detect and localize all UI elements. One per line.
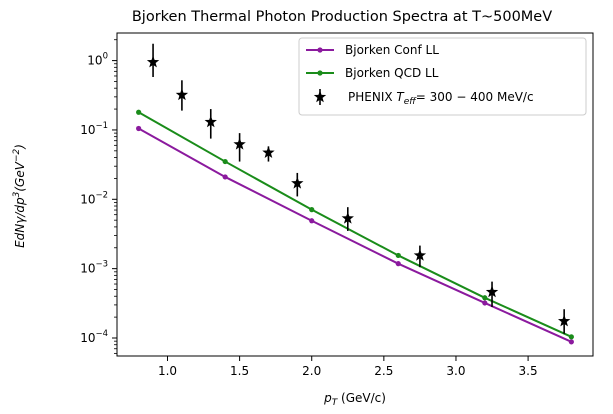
legend-label-phenix-name: PHENIX	[348, 90, 393, 104]
y-axis-label-pre: EdNγ/dp	[13, 197, 27, 248]
x-axis-label-main: p	[323, 391, 332, 405]
x-tick-label: 3.5	[519, 364, 538, 378]
data-point-star	[262, 146, 275, 158]
data-point-star	[204, 115, 217, 128]
legend-label-phenix-sub: eff	[404, 97, 418, 107]
legend-star	[313, 90, 327, 103]
series-line-1	[138, 111, 572, 338]
x-tick-label: 2.5	[374, 364, 393, 378]
data-point-star	[485, 285, 499, 298]
legend-marker-phenix	[313, 89, 327, 105]
legend-marker-conf	[317, 47, 323, 53]
legend-label-qcd: Bjorken QCD LL	[345, 66, 439, 80]
y-axis-label-mid: (GeV	[13, 161, 27, 191]
legend-label-phenix-rest: = 300 − 400 MeV/c	[416, 90, 534, 104]
x-axis-label-rest: (GeV/c)	[337, 391, 386, 405]
data-point-star	[175, 88, 189, 101]
y-axis-label: EdNγ/dp3(GeV−2)	[12, 144, 27, 248]
y-tick-label: 10−1	[80, 121, 108, 137]
x-tick-label: 1.5	[230, 364, 249, 378]
series-point-1	[136, 109, 142, 115]
y-axis-label-post: )	[13, 144, 27, 150]
x-tick-label: 2.0	[302, 364, 321, 378]
series-point-1	[482, 295, 488, 301]
data-point-star	[557, 314, 571, 327]
legend-label-phenix-t: T	[396, 90, 405, 104]
y-axis: 10−4 10−3 10−2 10−1 100	[80, 39, 117, 354]
series-point-1	[568, 334, 574, 340]
plot-frame	[116, 32, 594, 357]
chart-title: Bjorken Thermal Photon Production Spectr…	[132, 9, 552, 25]
series-point-0	[568, 339, 574, 345]
data-point-star	[291, 176, 304, 189]
data-point-star	[233, 137, 246, 150]
x-axis-label: pT (GeV/c)	[323, 391, 386, 408]
series-point-0	[395, 261, 401, 267]
y-tick-label: 10−3	[80, 260, 108, 276]
y-axis-label-sup2: −2	[12, 149, 22, 163]
legend: Bjorken Conf LL Bjorken QCD LL PHENIX Te…	[298, 37, 587, 116]
series-point-0	[482, 300, 488, 306]
data-point-star	[341, 211, 354, 224]
y-tick-label: 10−2	[80, 190, 108, 206]
series-point-0	[309, 218, 315, 224]
x-axis-label-sub: T	[332, 398, 339, 408]
legend-label-conf: Bjorken Conf LL	[345, 43, 439, 57]
data-point-star	[413, 248, 427, 261]
series-point-0	[136, 125, 142, 132]
y-axis-label-sup1: 3	[12, 191, 22, 197]
x-tick-label: 1.0	[158, 364, 177, 378]
legend-marker-qcd	[317, 70, 323, 76]
series-point-0	[222, 174, 228, 180]
series-point-1	[309, 207, 315, 213]
y-tick-label: 10−4	[80, 329, 108, 345]
legend-label-phenix: PHENIX Teff= 300 − 400 MeV/c	[348, 90, 534, 107]
series-point-1	[395, 252, 401, 259]
legend-box	[298, 37, 587, 116]
series-point-1	[222, 158, 228, 165]
plot-marks	[136, 43, 574, 345]
x-tick-label: 3.0	[446, 364, 465, 378]
x-axis: 1.0 1.5 2.0 2.5 3.0 3.5	[158, 356, 538, 378]
series-line-0	[138, 127, 572, 343]
data-point-star	[146, 55, 160, 68]
y-tick-label: 100	[87, 52, 108, 68]
